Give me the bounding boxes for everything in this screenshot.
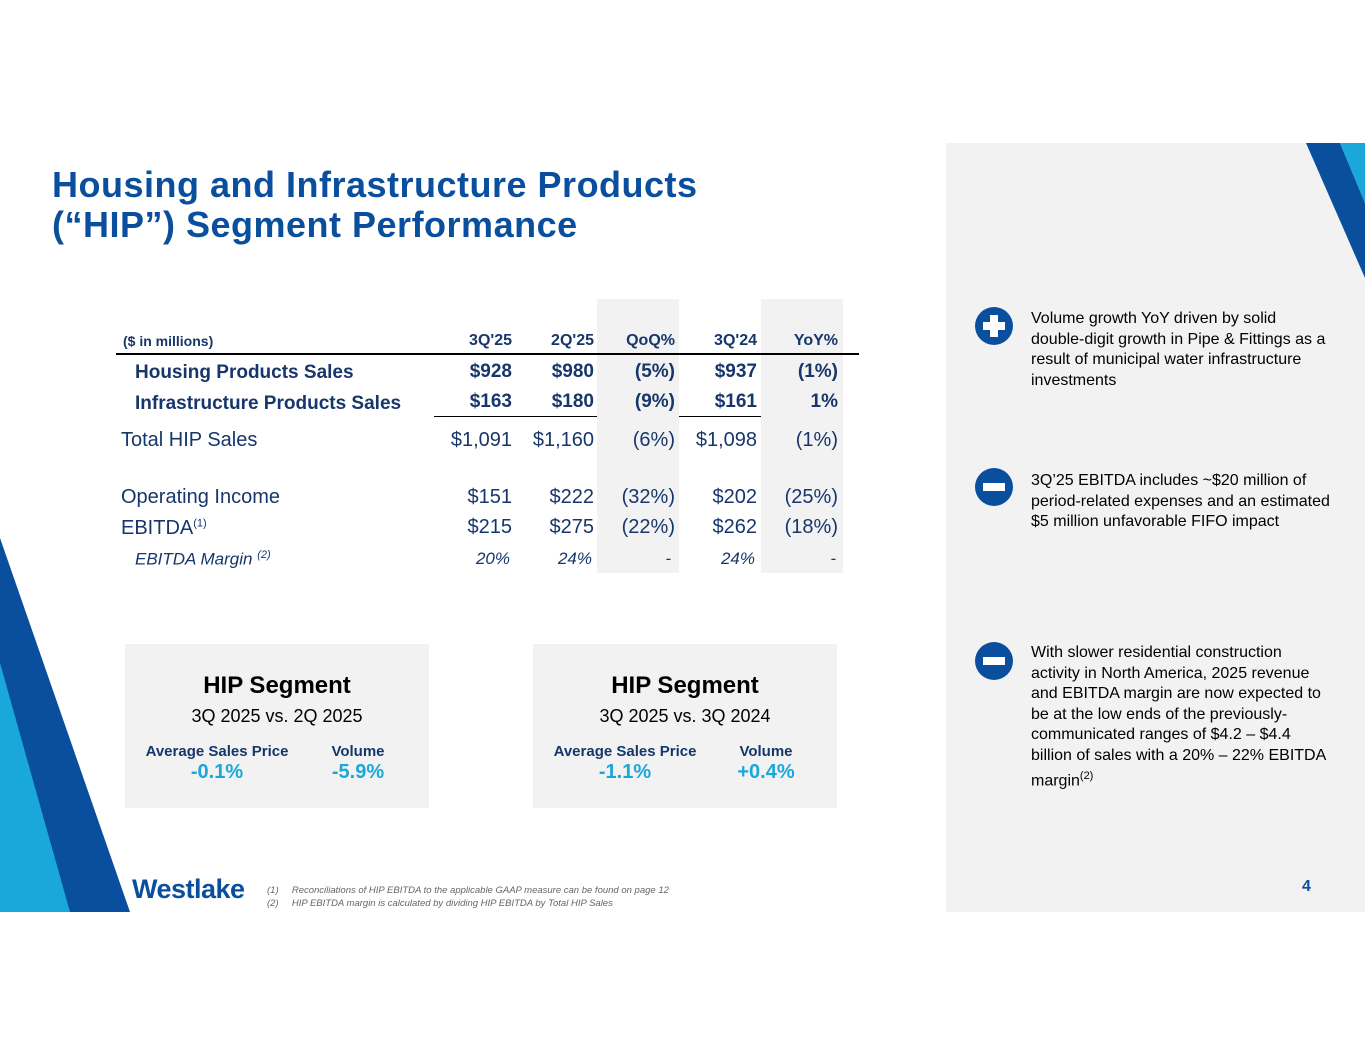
col-header-yoy: YoY% xyxy=(793,332,838,349)
subtotal-rule-1 xyxy=(434,416,597,417)
table-cell: 24% xyxy=(720,549,755,568)
bullet-text-3-body: With slower residential construction act… xyxy=(1031,644,1326,790)
page-title: Housing and Infrastructure Products (“HI… xyxy=(52,165,912,245)
table-cell: $163 xyxy=(469,391,512,412)
table-cell: $151 xyxy=(467,486,513,508)
table-cell: $215 xyxy=(467,516,513,538)
table-cell: (25%) xyxy=(784,486,838,508)
table-cell: $980 xyxy=(551,361,594,382)
table-cell: $180 xyxy=(551,391,594,412)
volume-label: Volume xyxy=(739,743,793,760)
col-header-2q25: 2Q'25 xyxy=(551,332,594,349)
table-cell: (32%) xyxy=(621,486,675,508)
table-cell: - xyxy=(665,549,671,568)
volume-label: Volume xyxy=(331,743,385,760)
table-cell: (6%) xyxy=(632,429,675,451)
qoq-column-shade xyxy=(597,299,679,573)
westlake-logo: Westlake xyxy=(132,874,245,905)
table-cell: $928 xyxy=(469,361,512,382)
table-cell: $1,098 xyxy=(695,429,757,451)
col-header-3q25: 3Q'25 xyxy=(469,332,512,349)
asp-value: -1.1% xyxy=(598,761,652,783)
table-cell: $937 xyxy=(714,361,757,382)
row-label-ebitda: EBITDA(1) xyxy=(121,517,207,540)
volume-value: +0.4% xyxy=(737,761,795,783)
bullet-text-2: 3Q’25 EBITDA includes ~$20 million of pe… xyxy=(1031,472,1330,530)
footnote-text: Reconciliations of HIP EBITDA to the app… xyxy=(291,885,669,896)
table-cell: - xyxy=(830,549,836,568)
table-cell: 20% xyxy=(475,549,510,568)
footnote-2: (2) HIP EBITDA margin is calculated by d… xyxy=(267,898,613,909)
table-cell: 1% xyxy=(810,391,838,412)
header-rule xyxy=(116,353,859,355)
unit-label: ($ in millions) xyxy=(123,333,214,349)
table-cell: $202 xyxy=(712,486,758,508)
stripe-right-cyan xyxy=(1340,143,1365,203)
row-label-ebitda-margin: EBITDA Margin (2) xyxy=(135,549,271,570)
table-cell: $262 xyxy=(712,516,758,538)
table-cell: $161 xyxy=(714,391,757,412)
asp-value: -0.1% xyxy=(190,761,244,783)
footnote-num: (2) xyxy=(267,898,279,909)
table-cell: (5%) xyxy=(634,361,675,382)
table-cell: (1%) xyxy=(795,429,838,451)
title-line-2: (“HIP”) Segment Performance xyxy=(52,204,578,245)
minus-icon xyxy=(975,642,1013,680)
box-subtitle: 3Q 2025 vs. 3Q 2024 xyxy=(599,706,771,726)
right-panel xyxy=(946,143,1365,912)
slide: Housing and Infrastructure Products (“HI… xyxy=(0,143,1365,912)
stripe-left-cyan xyxy=(0,663,70,912)
page-number: 4 xyxy=(1302,878,1311,895)
minus-icon xyxy=(975,468,1013,506)
table-cell: 24% xyxy=(557,549,592,568)
footnote-ref: (2) xyxy=(257,549,271,561)
row-label-operating-income: Operating Income xyxy=(121,486,280,508)
table-cell: $1,160 xyxy=(532,429,594,451)
logo-text: estlake xyxy=(156,874,246,904)
box-title: HIP Segment xyxy=(203,672,351,699)
row-label-infrastructure: Infrastructure Products Sales xyxy=(135,393,402,414)
row-label-total: Total HIP Sales xyxy=(121,429,258,451)
col-header-3q24: 3Q'24 xyxy=(714,332,757,349)
decorative-stripes xyxy=(0,538,130,912)
table-cell: (9%) xyxy=(634,391,675,412)
table-cell: (18%) xyxy=(784,516,838,538)
footnote-text: HIP EBITDA margin is calculated by divid… xyxy=(291,898,613,909)
subtotal-rule-2 xyxy=(679,416,761,417)
yoy-column-shade xyxy=(761,299,843,573)
footnote-ref: (1) xyxy=(193,517,207,530)
box-title: HIP Segment xyxy=(611,672,759,699)
footnote-num: (1) xyxy=(267,885,279,896)
table-cell: $222 xyxy=(549,486,595,508)
footnote-ref: (2) xyxy=(1079,770,1094,782)
footnote-1: (1) Reconciliations of HIP EBITDA to the… xyxy=(267,885,669,896)
bullet-text-3: With slower residential construction act… xyxy=(1031,643,1331,792)
asp-label: Average Sales Price xyxy=(553,743,697,760)
table-cell: (1%) xyxy=(797,361,838,382)
table-cell: (22%) xyxy=(621,516,675,538)
ebitda-label: EBITDA xyxy=(121,517,194,539)
col-header-qoq: QoQ% xyxy=(626,332,675,349)
hip-segment-box-yoy: HIP Segment 3Q 2025 vs. 3Q 2024 Average … xyxy=(533,644,837,808)
stripe-right-dark xyxy=(1306,143,1365,278)
bullet-text-1: Volume growth YoY driven by solid double… xyxy=(1031,310,1326,389)
title-line-1: Housing and Infrastructure Products xyxy=(52,164,698,205)
decorative-stripes-right xyxy=(1306,143,1365,278)
ebitda-margin-label: EBITDA Margin xyxy=(135,549,253,569)
table-cell: $1,091 xyxy=(450,429,512,451)
asp-label: Average Sales Price xyxy=(145,743,289,760)
volume-value: -5.9% xyxy=(331,761,385,783)
box-subtitle: 3Q 2025 vs. 2Q 2025 xyxy=(191,706,363,726)
table-cell: $275 xyxy=(549,516,595,538)
row-label-housing: Housing Products Sales xyxy=(135,362,354,383)
logo-mark: W xyxy=(132,874,157,904)
plus-icon xyxy=(975,307,1013,345)
hip-segment-box-qoq: HIP Segment 3Q 2025 vs. 2Q 2025 Average … xyxy=(125,644,429,808)
